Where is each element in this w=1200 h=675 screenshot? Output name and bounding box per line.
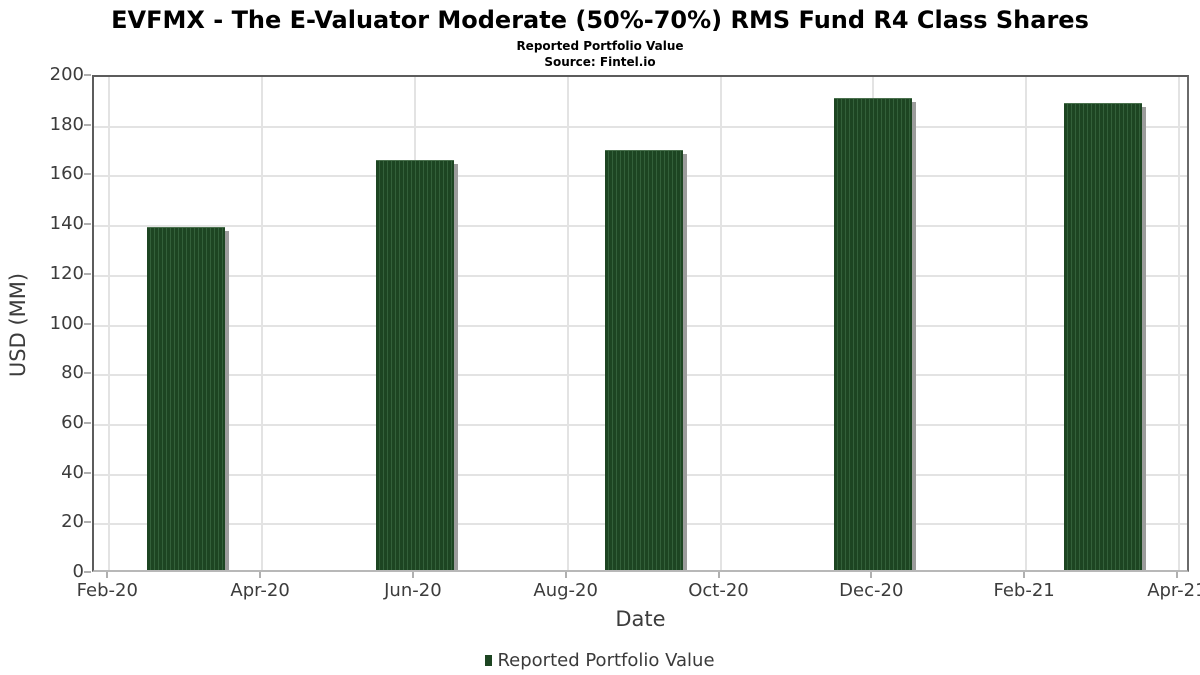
x-tick-label: Dec-20: [839, 580, 904, 601]
y-tick-label: 0: [72, 561, 84, 582]
x-axis-title: Date: [615, 607, 666, 631]
chart-subtitle: Reported Portfolio Value: [516, 39, 684, 53]
y-tick-mark: [84, 571, 91, 573]
x-tick-label: Apr-20: [230, 580, 290, 601]
legend-label: Reported Portfolio Value: [497, 649, 715, 671]
x-tick-mark: [106, 572, 109, 578]
legend-swatch-icon: [485, 654, 493, 666]
x-gridline: [719, 77, 722, 570]
y-tick-mark: [84, 372, 91, 375]
x-gridline: [1025, 77, 1028, 570]
x-tick-mark: [1023, 572, 1026, 578]
x-gridline: [261, 77, 264, 570]
x-tick-label: Oct-20: [688, 580, 749, 601]
x-gridline: [1177, 77, 1180, 570]
y-tick-label: 100: [49, 312, 84, 334]
bar: [605, 150, 684, 570]
chart-title: EVFMX - The E-Valuator Moderate (50%-70%…: [111, 6, 1089, 34]
y-tick-label: 140: [49, 213, 84, 235]
x-gridline: [108, 77, 111, 570]
x-tick-label: Aug-20: [533, 580, 598, 601]
y-tick-label: 120: [49, 262, 84, 284]
y-tick-label: 20: [61, 511, 84, 533]
x-tick-mark: [564, 572, 567, 578]
bar: [1063, 103, 1142, 570]
bar: [834, 98, 913, 570]
y-tick-mark: [84, 223, 91, 226]
chart-source: Source: Fintel.io: [544, 55, 656, 69]
y-tick-mark: [84, 421, 91, 424]
y-tick-mark: [84, 322, 91, 325]
bar: [146, 227, 225, 570]
y-tick-label: 160: [49, 163, 84, 185]
x-tick-label: Jun-20: [384, 580, 442, 601]
y-tick-label: 80: [61, 362, 84, 384]
y-tick-label: 180: [49, 113, 84, 135]
x-tick-mark: [1175, 572, 1178, 578]
y-gridline: [94, 125, 1187, 128]
y-tick-mark: [84, 173, 91, 176]
legend: Reported Portfolio Value: [0, 648, 1200, 672]
plot-area: [92, 75, 1189, 572]
x-tick-label: Apr-21: [1147, 580, 1200, 601]
y-tick-mark: [84, 272, 91, 275]
bar: [375, 160, 454, 570]
y-tick-mark: [84, 521, 91, 524]
x-tick-label: Feb-20: [76, 580, 138, 601]
x-tick-label: Feb-21: [993, 580, 1055, 601]
y-tick-mark: [84, 74, 91, 76]
x-tick-mark: [411, 572, 414, 578]
y-tick-label: 200: [49, 64, 84, 85]
y-tick-mark: [84, 123, 91, 126]
x-tick-mark: [259, 572, 262, 578]
y-tick-label: 60: [61, 411, 84, 433]
x-tick-mark: [717, 572, 720, 578]
y-tick-label: 40: [61, 461, 84, 483]
x-tick-mark: [870, 572, 873, 578]
x-gridline: [566, 77, 569, 570]
y-tick-mark: [84, 471, 91, 474]
